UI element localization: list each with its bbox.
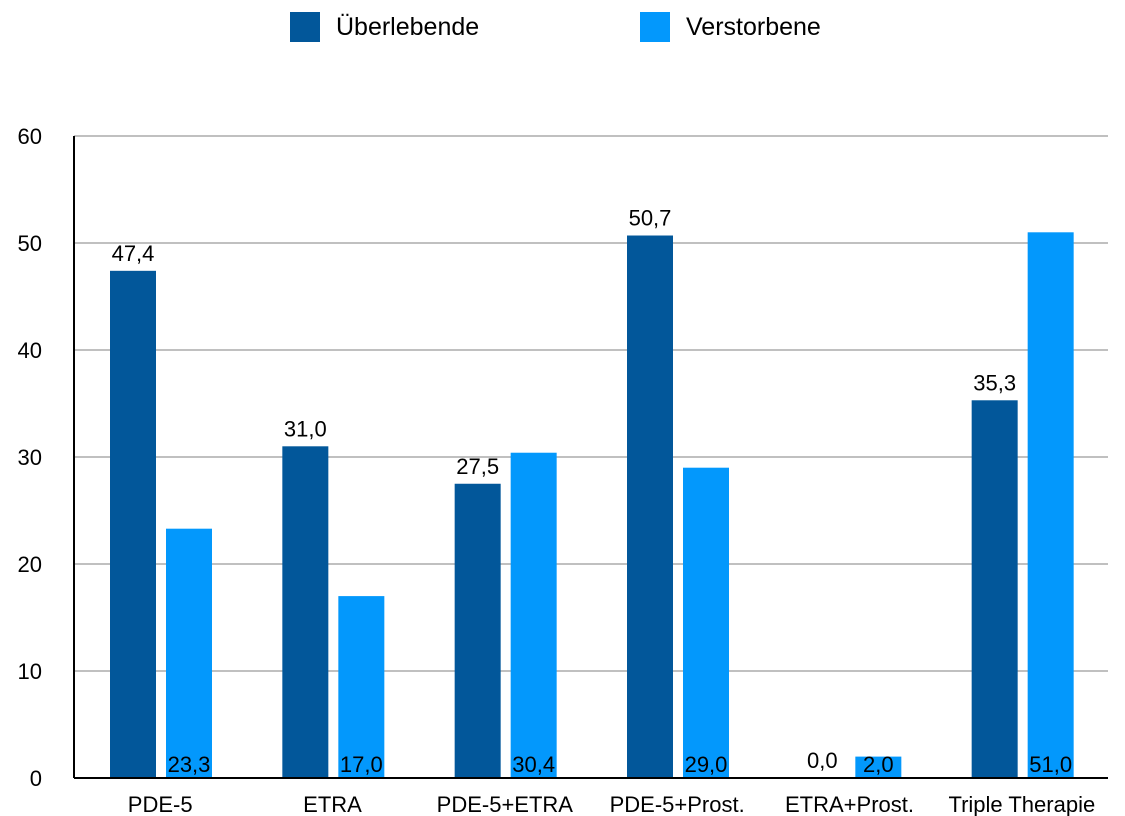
data-label-survivors: 47,4 [112, 241, 155, 266]
data-label-deceased: 2,0 [863, 752, 894, 777]
bar-deceased [683, 468, 729, 778]
y-tick-label: 10 [18, 659, 42, 684]
data-label-survivors: 31,0 [284, 416, 327, 441]
y-tick-label: 60 [18, 124, 42, 149]
x-tick-label: PDE-5 [128, 792, 193, 816]
bar-deceased [511, 453, 557, 778]
bar-survivors [110, 271, 156, 778]
x-tick-label: Triple Therapie [948, 792, 1095, 816]
y-tick-label: 40 [18, 338, 42, 363]
bar-deceased [338, 596, 384, 778]
bar-survivors [627, 236, 673, 778]
data-label-deceased: 29,0 [685, 752, 728, 777]
x-tick-label: ETRA+Prost. [785, 792, 914, 816]
y-tick-label: 30 [18, 445, 42, 470]
data-label-survivors: 27,5 [456, 454, 499, 479]
x-tick-label: PDE-5+Prost. [610, 792, 745, 816]
data-label-survivors: 35,3 [973, 370, 1016, 395]
data-label-deceased: 23,3 [168, 752, 211, 777]
data-label-deceased: 51,0 [1029, 752, 1072, 777]
y-tick-label: 0 [30, 766, 42, 791]
bar-deceased [166, 529, 212, 778]
data-label-deceased: 17,0 [340, 752, 383, 777]
x-tick-label: ETRA [303, 792, 362, 816]
bar-survivors [455, 484, 501, 778]
bar-deceased [1028, 232, 1074, 778]
x-tick-label: PDE-5+ETRA [437, 792, 574, 816]
data-label-deceased: 30,4 [512, 752, 555, 777]
bar-survivors [282, 446, 328, 778]
data-label-survivors: 50,7 [629, 206, 672, 231]
y-tick-label: 20 [18, 552, 42, 577]
data-label-survivors: 0,0 [807, 748, 838, 773]
y-tick-label: 50 [18, 231, 42, 256]
bar-survivors [972, 400, 1018, 778]
